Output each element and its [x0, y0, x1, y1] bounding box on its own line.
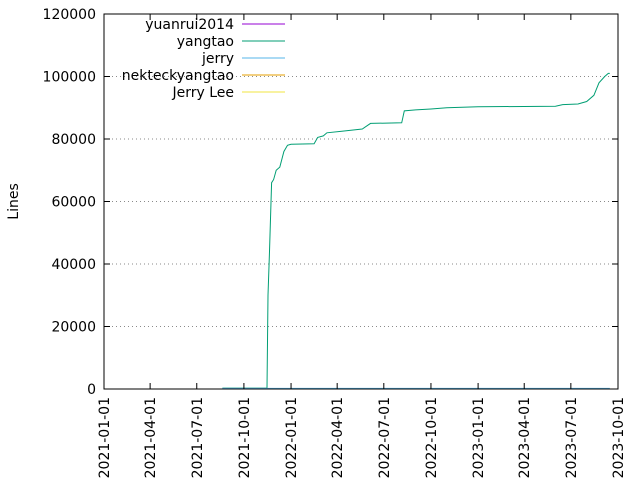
x-tick-label: 2023-04-01 [517, 397, 533, 478]
x-tick-label: 2021-04-01 [143, 397, 159, 478]
legend-label: yangtao [177, 34, 234, 50]
x-tick-label: 2023-07-01 [564, 397, 580, 478]
x-tick-label: 2021-10-01 [237, 397, 253, 478]
y-tick-label: 80000 [51, 132, 96, 148]
series-line [222, 72, 610, 389]
y-tick-label: 100000 [43, 70, 96, 86]
x-tick-label: 2023-10-01 [611, 397, 627, 478]
x-tick-label: 2022-07-01 [377, 397, 393, 478]
legend-label: Jerry Lee [171, 85, 234, 101]
x-axis: 2021-01-01 2021-04-01 2021-07-01 2021-10-01… [97, 14, 627, 478]
y-tick-label: 0 [87, 382, 96, 398]
y-tick-label: 60000 [51, 195, 96, 211]
series-group [222, 72, 610, 390]
y-axis-label: Lines [6, 183, 22, 219]
y-tick-label: 40000 [51, 257, 96, 273]
legend: yuanrui2014yangtaojerrynekteckyangtaoJer… [122, 17, 285, 101]
x-tick-label: 2021-07-01 [190, 397, 206, 478]
y-tick-label: 20000 [51, 320, 96, 336]
x-tick-label: 2023-01-01 [471, 397, 487, 478]
x-tick-label: 2022-01-01 [284, 397, 300, 478]
x-tick-label: 2022-10-01 [424, 397, 440, 478]
legend-label: nekteckyangtao [122, 68, 234, 84]
x-tick-label: 2021-01-01 [97, 397, 113, 478]
legend-label: jerry [201, 51, 234, 67]
legend-label: yuanrui2014 [145, 17, 234, 33]
y-axis: 0 20000 40000 60000 80000 100000 120000 [43, 7, 618, 398]
x-tick-label: 2022-04-01 [330, 397, 346, 478]
grid-lines [104, 76, 618, 327]
y-tick-label: 120000 [43, 7, 96, 23]
